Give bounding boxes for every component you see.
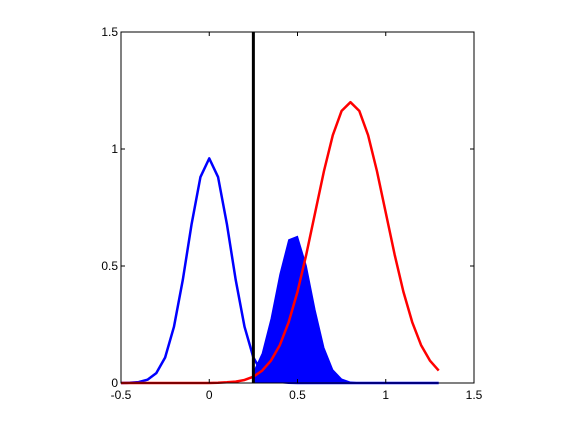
y-tick-label: 0.5	[101, 259, 118, 273]
y-tick-label: 1	[111, 142, 118, 156]
x-tick-label: 1	[382, 388, 389, 402]
x-tick-label: 0	[206, 388, 213, 402]
x-tick-label: 0.5	[289, 388, 306, 402]
x-tick-label: -0.5	[111, 388, 132, 402]
x-tick-label: 1.5	[466, 388, 483, 402]
y-tick-label: 1.5	[101, 25, 118, 39]
y-tick-label: 0	[111, 376, 118, 390]
